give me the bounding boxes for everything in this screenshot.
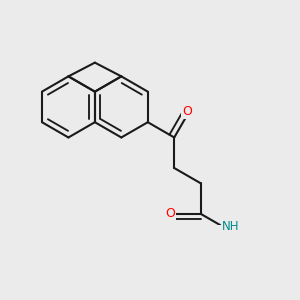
Text: O: O — [182, 105, 192, 118]
Text: NH: NH — [222, 220, 239, 233]
Text: O: O — [166, 207, 176, 220]
